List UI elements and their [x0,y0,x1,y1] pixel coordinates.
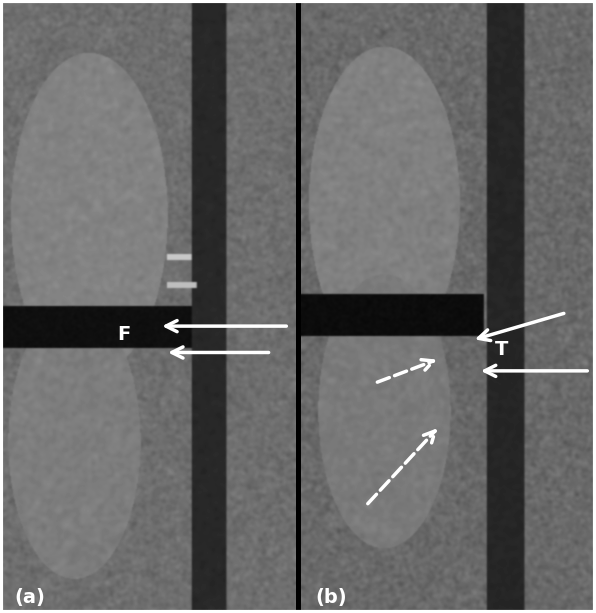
Text: (a): (a) [15,588,46,607]
Text: (b): (b) [316,588,347,607]
Text: T: T [495,340,508,359]
Text: F: F [117,325,131,343]
